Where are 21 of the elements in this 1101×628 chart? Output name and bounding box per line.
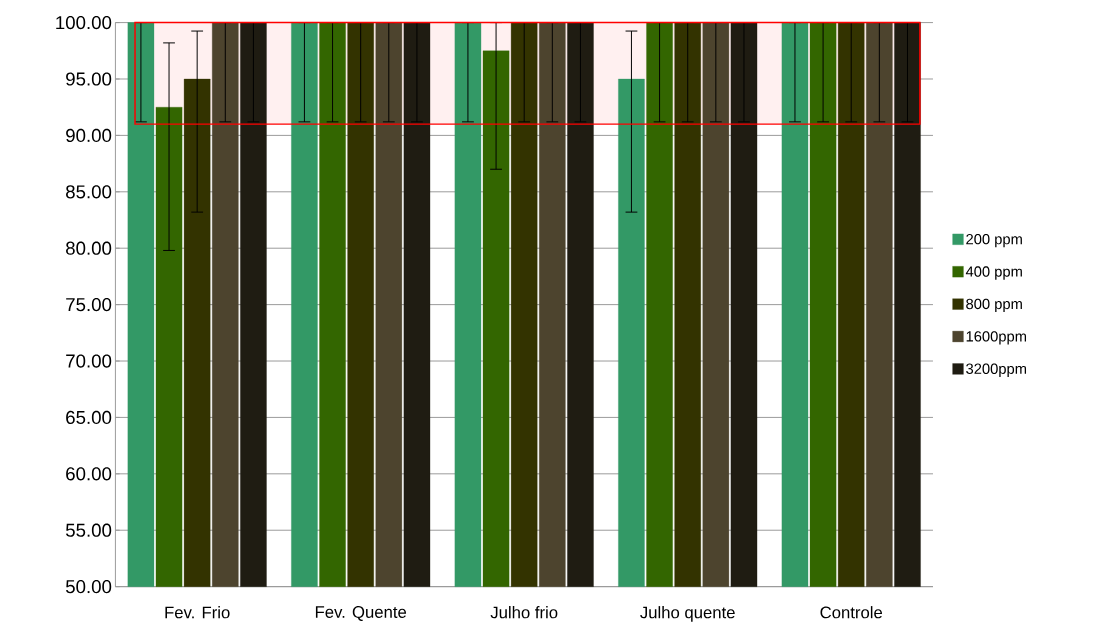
- x-tick-label: Julho frio: [490, 606, 558, 619]
- y-tick-label: 55.00: [65, 523, 112, 537]
- y-tick-label: 90.00: [66, 128, 112, 143]
- legend-label: 200 ppm: [966, 233, 1022, 248]
- y-tick-label: 50.00: [65, 580, 112, 594]
- y-tick-label: 65.00: [66, 410, 112, 425]
- x-tick-label: Fev. Frio: [165, 606, 230, 619]
- legend-label: 1600ppm: [966, 331, 1027, 345]
- x-tick-label: Julho quente: [640, 606, 735, 622]
- y-tick-label: 95.00: [66, 72, 112, 86]
- y-tick-label: 60.00: [66, 467, 112, 481]
- y-tick-label: 75.00: [66, 298, 112, 312]
- y-tick-label: 80.00: [66, 241, 112, 255]
- legend-label: 3200ppm: [966, 363, 1027, 377]
- y-tick-label: 100.00: [56, 16, 112, 30]
- x-tick-label: Controle: [820, 606, 883, 619]
- y-tick-label: 70.00: [66, 354, 112, 368]
- x-tick-label: Fev. Quente: [315, 606, 407, 621]
- y-tick-label: 85.00: [66, 185, 112, 199]
- legend-label: 400 ppm: [965, 266, 1022, 280]
- legend-label: 800 ppm: [966, 298, 1022, 313]
